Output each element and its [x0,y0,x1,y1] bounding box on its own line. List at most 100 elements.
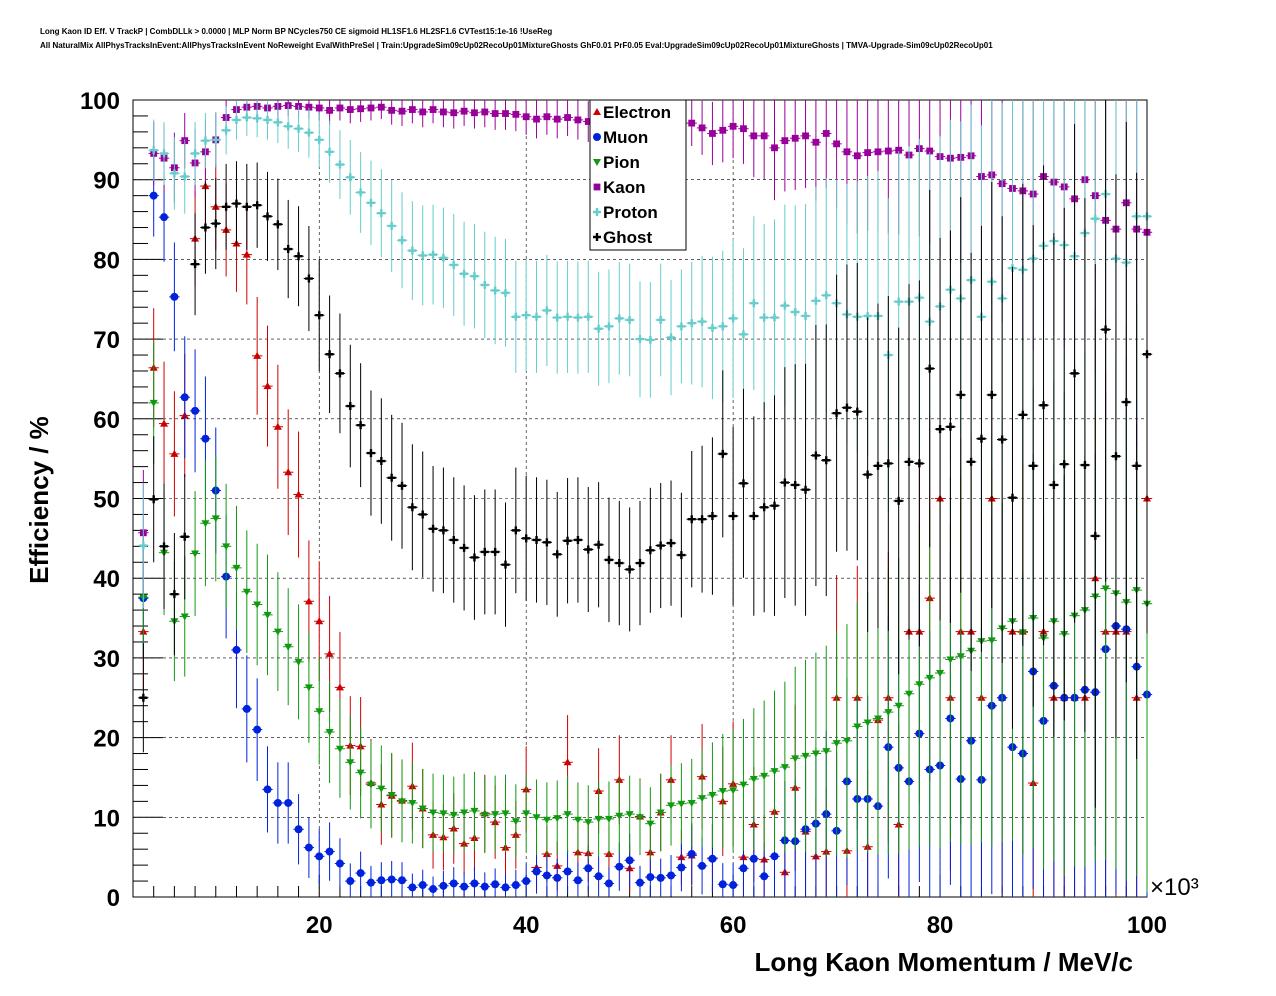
ghost-point [573,535,582,544]
pion-point [439,810,448,818]
pion-point [532,814,541,822]
ghost-point [470,553,479,562]
ghost-point [304,274,313,283]
ghost-point [801,485,810,494]
ghost-point [998,435,1007,444]
x-tick-label-2: 60 [720,912,747,939]
ghost-point [956,390,965,399]
muon-point [335,859,344,868]
ghost-point [615,559,624,568]
ghost-point [222,202,231,211]
muon-point [749,854,758,863]
ghost-point [1060,460,1069,469]
proton-point [180,172,189,181]
x-axis-label: Long Kaon Momentum / MeV/c [755,947,1133,977]
ghost-point [522,534,531,543]
pion-point [201,520,210,528]
proton-point [449,260,458,269]
data-series [138,100,1153,897]
ghost-point [594,540,603,549]
pion-point [511,818,520,826]
ghost-point [1008,493,1017,502]
ghost-point [842,403,851,412]
pion-point [1101,585,1110,593]
proton-point [460,269,469,278]
ghost-point [1143,350,1151,359]
kaon-point [543,113,551,121]
kaon-point [750,132,758,140]
proton-point [677,322,686,331]
proton-point [718,322,727,331]
ghost-point [780,478,789,487]
ghost-point [356,421,365,430]
kaon-point [533,115,540,123]
kaon-point [408,106,416,113]
proton-point [242,113,251,122]
pion-point [749,776,758,784]
pion-point [480,811,489,819]
proton-point [139,541,148,550]
kaon-point [450,109,458,117]
legend-label-electron: Electron [603,103,671,122]
pion-point [636,814,644,822]
y-tick-label-0: 0 [107,885,120,912]
pion-point [801,752,810,760]
kaon-point [791,134,799,142]
ghost-point [987,390,996,399]
y-tick-label-7: 70 [93,327,120,354]
ghost-point [439,526,448,535]
legend-box [589,99,687,251]
ghost-point [1039,401,1048,410]
muon-point [470,879,479,888]
ghost-point [253,201,262,210]
ghost-point [811,451,820,460]
kaon-point [740,125,747,133]
muon-point [729,881,738,890]
kaon-point [336,104,344,112]
proton-point [149,146,158,155]
ghost-point [1132,461,1141,470]
muon-point [356,869,365,878]
pion-point [491,811,500,819]
proton-point [822,291,831,300]
kaon-point [812,138,820,146]
ghost-point [584,545,593,554]
pion-point [936,670,945,678]
pion-point [222,543,231,551]
kaon-point [512,110,520,118]
ghost-point [149,495,158,504]
pion-point [760,772,769,780]
muon-point [408,883,417,892]
pion-point [770,768,779,776]
proton-point [698,317,707,326]
proton-point [366,198,375,207]
ghost-point [563,536,572,545]
proton-point [356,188,365,197]
kaon-point [698,124,706,132]
ghost-point [822,456,831,465]
pion-point [408,799,417,807]
ghost-point [377,457,386,466]
muon-point [718,880,727,889]
ghost-point [698,515,707,524]
ghost-point [346,402,355,411]
proton-point [170,169,179,178]
ghost-point [1091,531,1100,540]
pion-point [946,656,955,664]
grid [133,100,1147,897]
ghost-point [553,550,562,559]
proton-point [563,312,572,321]
pion-point [905,690,914,698]
ghost-point [873,461,882,470]
proton-point [532,312,541,321]
kaon-point [853,152,861,160]
pion-point [449,811,458,819]
pion-point [729,787,738,795]
proton-point [346,173,355,182]
proton-point [232,115,241,124]
ghost-point [863,470,872,479]
pion-point [615,812,624,820]
muon-point [770,852,779,861]
muon-point [294,825,303,834]
pion-point [232,564,241,572]
